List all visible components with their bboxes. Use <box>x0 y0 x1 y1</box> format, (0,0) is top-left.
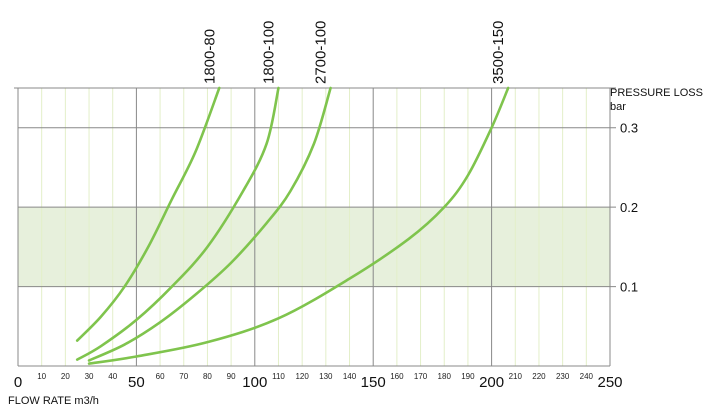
x-minor-tick-label: 230 <box>556 372 570 381</box>
x-minor-tick-label: 110 <box>272 372 285 381</box>
minor-grid <box>41 88 587 366</box>
x-minor-tick-label: 20 <box>61 372 70 381</box>
x-minor-tick-label: 220 <box>532 372 546 381</box>
x-minor-tick-label: 60 <box>156 372 165 381</box>
y-tick-label: 0.2 <box>620 200 638 215</box>
x-major-tick-label: 250 <box>597 374 622 391</box>
x-minor-tick-label: 190 <box>461 372 475 381</box>
y-axis-title: PRESSURE LOSS <box>610 87 703 99</box>
series-line-1800-80 <box>75 86 221 342</box>
major-grid <box>14 87 616 367</box>
x-minor-tick-label: 180 <box>438 372 452 381</box>
x-axis-title: FLOW RATE m3/h <box>8 395 99 407</box>
series-labels: 1800-80 1800-100 2700-100 3500-150 <box>201 21 507 84</box>
series-lines <box>75 86 510 365</box>
x-minor-tick-label: 240 <box>580 372 594 381</box>
x-tick-labels: 0 50 100 150 200 250 10 20 30 40 60 70 80 90 110 120 130… <box>14 372 623 391</box>
x-minor-tick-label: 40 <box>108 372 117 381</box>
x-minor-tick-label: 140 <box>343 372 357 381</box>
x-minor-tick-label: 170 <box>414 372 428 381</box>
series-label-1800-80: 1800-80 <box>201 29 218 84</box>
x-minor-tick-label: 70 <box>179 372 188 381</box>
highlight-band <box>18 207 610 287</box>
x-major-tick-label: 50 <box>128 374 145 391</box>
series-label-3500-150: 3500-150 <box>490 21 507 84</box>
series-label-2700-100: 2700-100 <box>313 21 330 84</box>
y-tick-label: 0.3 <box>620 121 638 136</box>
series-line-1800-100 <box>75 86 280 361</box>
y-tick-labels: 0.1 0.2 0.3 <box>620 121 638 295</box>
series-line-3500-150 <box>87 86 510 365</box>
y-tick-label: 0.1 <box>620 280 638 295</box>
x-major-tick-label: 0 <box>14 374 22 391</box>
series-line-2700-100 <box>87 86 332 362</box>
x-minor-tick-label: 80 <box>203 372 212 381</box>
x-minor-tick-label: 30 <box>85 372 94 381</box>
x-minor-tick-label: 160 <box>390 372 404 381</box>
x-major-tick-label: 100 <box>242 374 267 391</box>
x-minor-tick-label: 130 <box>319 372 333 381</box>
x-major-tick-label: 200 <box>479 374 504 391</box>
y-axis-unit: bar <box>610 101 626 113</box>
x-minor-tick-label: 210 <box>509 372 523 381</box>
x-minor-tick-label: 120 <box>295 372 309 381</box>
x-minor-tick-label: 10 <box>37 372 46 381</box>
series-label-1800-100: 1800-100 <box>260 21 277 84</box>
x-minor-tick-label: 90 <box>227 372 236 381</box>
x-major-tick-label: 150 <box>361 374 386 391</box>
